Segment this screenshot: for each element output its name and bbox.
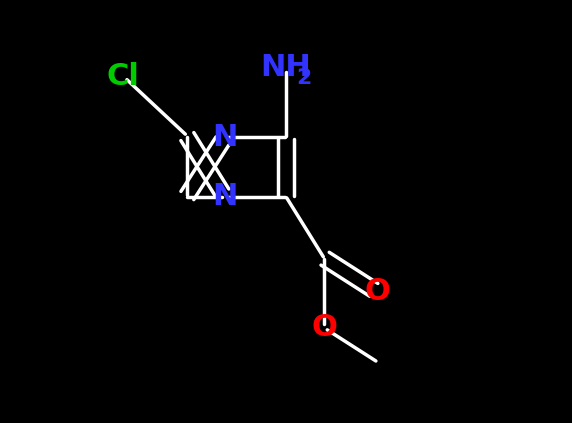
Text: O: O bbox=[311, 313, 337, 342]
Text: NH: NH bbox=[261, 53, 311, 82]
Text: Cl: Cl bbox=[107, 62, 140, 91]
Text: O: O bbox=[364, 277, 390, 306]
Text: N: N bbox=[212, 182, 237, 211]
Text: N: N bbox=[212, 123, 237, 152]
Text: 2: 2 bbox=[296, 68, 311, 88]
